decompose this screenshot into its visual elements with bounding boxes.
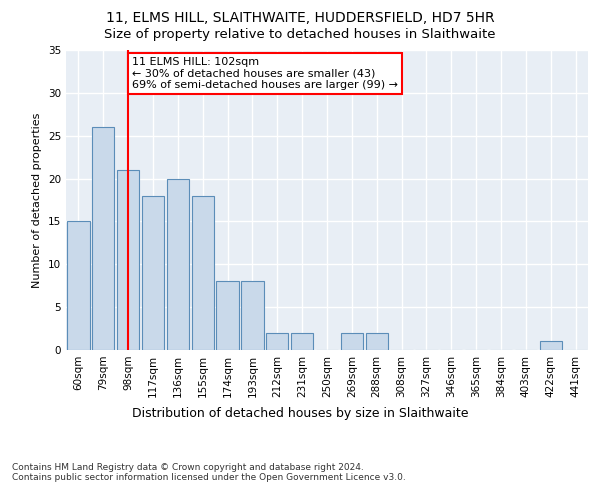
Y-axis label: Number of detached properties: Number of detached properties (32, 112, 43, 288)
Bar (291, 333, 313, 350)
Bar (117, 170, 139, 350)
Text: Distribution of detached houses by size in Slaithwaite: Distribution of detached houses by size … (132, 408, 468, 420)
Bar (191, 196, 214, 350)
Bar (167, 178, 189, 350)
Bar (341, 333, 363, 350)
Text: Size of property relative to detached houses in Slaithwaite: Size of property relative to detached ho… (104, 28, 496, 41)
Text: 11 ELMS HILL: 102sqm
← 30% of detached houses are smaller (43)
69% of semi-detac: 11 ELMS HILL: 102sqm ← 30% of detached h… (132, 57, 398, 90)
Bar (266, 333, 289, 350)
Bar (241, 282, 263, 350)
Bar (142, 196, 164, 350)
Bar (67, 222, 89, 350)
Text: Contains HM Land Registry data © Crown copyright and database right 2024.
Contai: Contains HM Land Registry data © Crown c… (12, 462, 406, 482)
Text: 11, ELMS HILL, SLAITHWAITE, HUDDERSFIELD, HD7 5HR: 11, ELMS HILL, SLAITHWAITE, HUDDERSFIELD… (106, 11, 494, 25)
Bar (365, 333, 388, 350)
Bar (539, 342, 562, 350)
Bar (217, 282, 239, 350)
Bar (92, 127, 115, 350)
